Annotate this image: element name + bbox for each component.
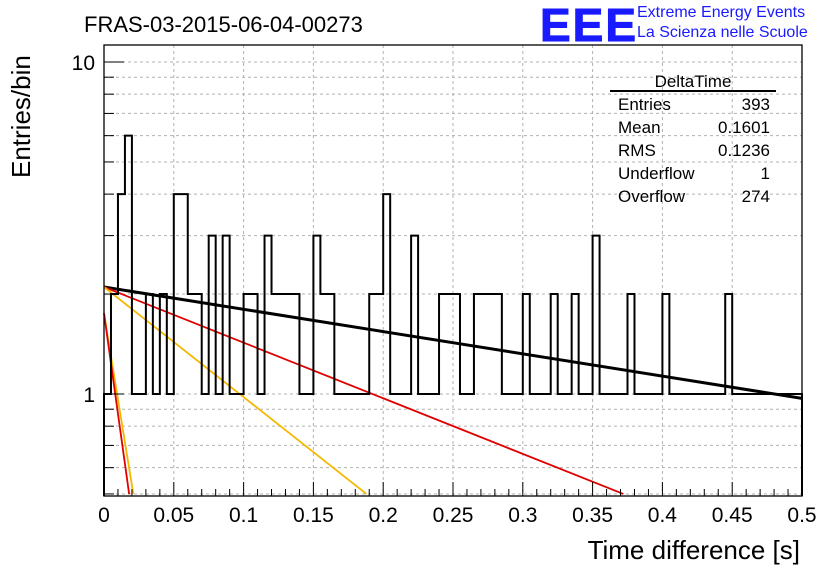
x-tick-label: 0.05	[153, 504, 194, 527]
fit-curve	[103, 313, 131, 495]
x-tick-label: 0.25	[433, 504, 474, 527]
x-axis-title: Time difference [s]	[588, 535, 800, 565]
x-tick-label: 0.5	[787, 504, 816, 527]
stats-value: 1	[761, 164, 770, 183]
x-tick-label: 0	[98, 504, 110, 527]
stats-label: Mean	[618, 118, 661, 137]
stats-value: 0.1601	[718, 118, 770, 137]
stats-label: Entries	[618, 95, 671, 114]
stats-value: 274	[742, 187, 770, 206]
x-tick-label: 0.2	[369, 504, 398, 527]
stats-box: DeltaTime Entries 393 Mean 0.1601 RMS 0.1236 U…	[610, 72, 776, 206]
stats-label: Overflow	[618, 187, 686, 206]
logo-line-2: La Scienza nelle Scuole	[637, 24, 808, 41]
x-tick-label: 0.35	[572, 504, 613, 527]
chart-title: FRAS-03-2015-06-04-00273	[84, 12, 363, 37]
x-tick-labels: 0 0.05 0.1 0.15 0.2 0.25 0.3 0.35 0.4 0.45 0.5	[98, 504, 816, 527]
y-tick-labels: 1 10	[72, 52, 95, 407]
stats-value: 0.1236	[718, 141, 770, 160]
x-tick-label: 0.4	[648, 504, 678, 527]
y-axis-title: Entries/bin	[6, 55, 36, 178]
x-tick-label: 0.3	[508, 504, 537, 527]
histogram-steps	[103, 134, 803, 496]
stats-value: 393	[742, 95, 770, 114]
stats-title: DeltaTime	[655, 72, 732, 91]
fit-curve	[103, 285, 803, 400]
stats-label: RMS	[618, 141, 656, 160]
stats-label: Underflow	[618, 164, 695, 183]
fit-curve	[103, 286, 368, 495]
fit-curve	[103, 286, 624, 495]
y-tick-label: 10	[72, 52, 95, 75]
x-tick-label: 0.45	[712, 504, 753, 527]
eee-logo-mark: EEE	[539, 0, 639, 51]
logo-line-1: Extreme Energy Events	[637, 4, 806, 21]
x-tick-label: 0.15	[293, 504, 334, 527]
y-tick-label: 1	[83, 384, 95, 407]
fit-curves	[103, 285, 803, 495]
x-tick-label: 0.1	[229, 504, 258, 527]
axis-ticks	[103, 61, 803, 496]
